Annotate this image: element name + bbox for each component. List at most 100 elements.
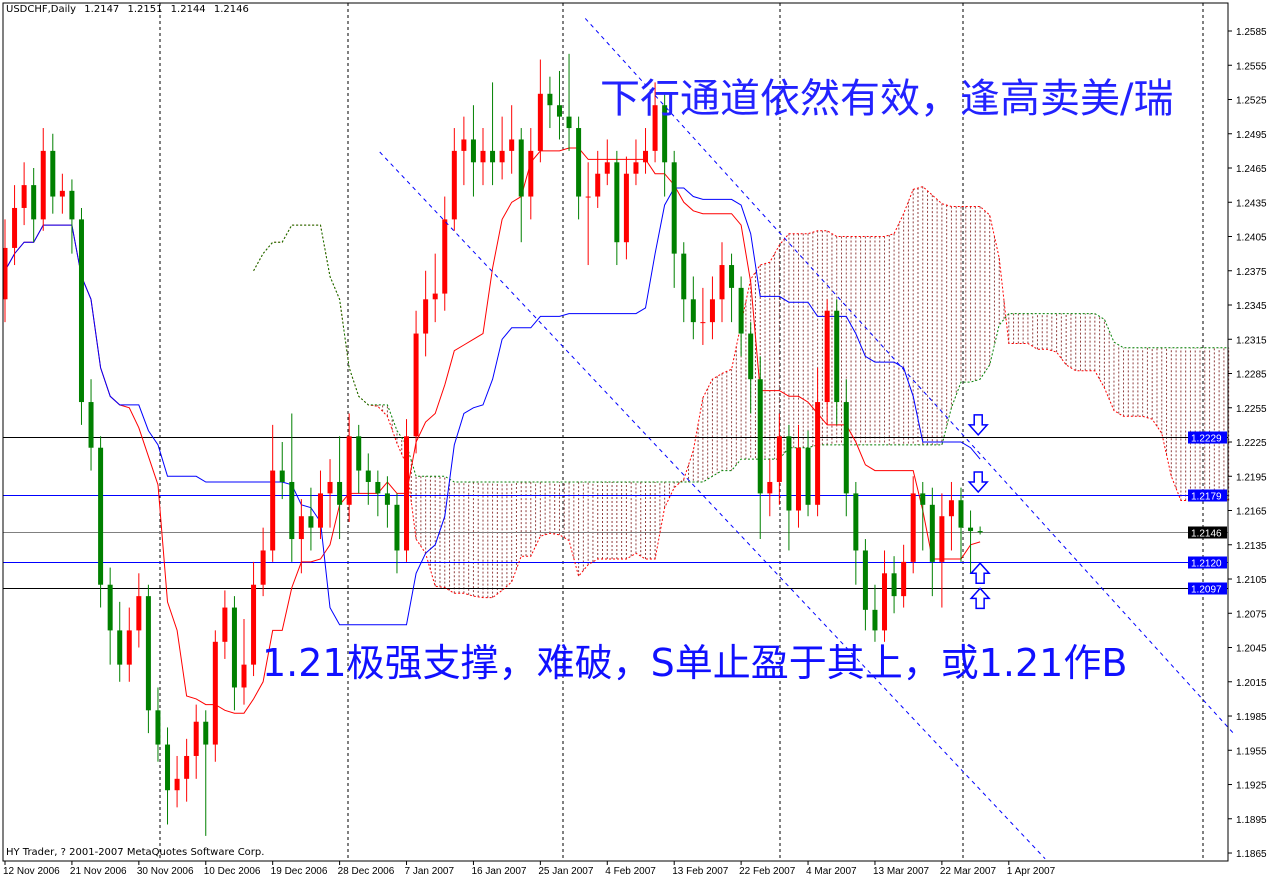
horizontal-levels xyxy=(3,437,1228,589)
candle-body xyxy=(805,447,811,505)
candle-body xyxy=(241,664,247,688)
candle-body xyxy=(317,493,323,528)
candle-body xyxy=(451,150,457,220)
candle-body xyxy=(948,500,954,517)
candle-body xyxy=(384,493,390,505)
arrow-down-icon xyxy=(967,414,989,437)
candle-body xyxy=(738,287,744,334)
candle-body xyxy=(126,630,132,665)
x-tick-label: 19 Dec 2006 xyxy=(271,866,328,877)
copyright-text: HY Trader, ? 2001-2007 MetaQuotes Softwa… xyxy=(6,847,265,858)
candle-body xyxy=(920,493,926,505)
y-tick-label: 1.2255 xyxy=(1236,404,1267,415)
ohlc-low: 1.2144 xyxy=(170,4,206,15)
price-level-label: 1.2179 xyxy=(1191,492,1222,503)
candle-body xyxy=(700,322,706,324)
arrows xyxy=(967,414,991,610)
candle-body xyxy=(576,128,582,197)
candle-body xyxy=(31,185,37,220)
candle-body xyxy=(404,436,410,551)
candle-body xyxy=(490,150,496,163)
x-tick-label: 22 Mar 2007 xyxy=(940,866,997,877)
y-tick-label: 1.2525 xyxy=(1236,96,1267,107)
candle-body xyxy=(537,93,543,151)
y-tick-label: 1.2045 xyxy=(1236,644,1267,655)
candle-body xyxy=(21,185,27,208)
candle-body xyxy=(40,150,46,220)
x-tick-label: 7 Jan 2007 xyxy=(405,866,455,877)
candle-body xyxy=(547,93,553,106)
candle-body xyxy=(432,293,438,300)
candle-body xyxy=(518,139,524,197)
channel-trendline xyxy=(584,18,1236,736)
x-tick-label: 21 Nov 2006 xyxy=(70,866,127,877)
candles xyxy=(2,53,983,836)
candle-body xyxy=(623,173,629,243)
y-tick-label: 1.2555 xyxy=(1236,61,1267,72)
candle-body xyxy=(346,436,352,505)
candle-body xyxy=(595,173,601,197)
candle-body xyxy=(776,436,782,482)
y-tick-label: 1.1925 xyxy=(1236,781,1267,792)
candle-body xyxy=(117,630,123,665)
period-separators xyxy=(159,3,1204,861)
y-tick-label: 1.2015 xyxy=(1236,678,1267,689)
candle-body xyxy=(279,470,285,482)
plot-border xyxy=(2,2,1229,862)
candle-body xyxy=(681,253,687,300)
y-tick-label: 1.2315 xyxy=(1236,335,1267,346)
candle-body xyxy=(614,162,620,243)
candle-body xyxy=(365,470,371,482)
x-tick-label: 28 Dec 2006 xyxy=(338,866,395,877)
arrow-up-icon xyxy=(969,562,991,585)
price-level-label: 1.2146 xyxy=(1191,529,1222,540)
candle-body xyxy=(470,139,476,163)
price-level-label: 1.2229 xyxy=(1191,434,1222,445)
annotation-bottom: 1.21极强支撑，难破，S单止盈于其上，或1.21作B xyxy=(262,641,1128,685)
y-tick-label: 1.2285 xyxy=(1236,370,1267,381)
candle-body xyxy=(843,402,849,494)
candle-body xyxy=(203,721,209,745)
candle-body xyxy=(88,402,94,448)
candle-body xyxy=(834,310,840,403)
candle-body xyxy=(853,493,859,551)
trendlines[interactable] xyxy=(379,18,1236,860)
chart-header: USDCHF,Daily 1.2147 1.2151 1.2144 1.2146 xyxy=(6,4,254,15)
candle-body xyxy=(212,641,218,745)
candle-body xyxy=(165,744,171,791)
x-tick-label: 12 Nov 2006 xyxy=(3,866,60,877)
candle-body xyxy=(652,105,658,151)
level-labels: 1.2229 1.2179 1.2146 1.2120 1.2097 xyxy=(1188,431,1227,596)
x-tick-label: 13 Feb 2007 xyxy=(672,866,729,877)
price-level-label-bg xyxy=(1188,489,1227,502)
kijun-sen-line xyxy=(4,187,981,626)
candle-body xyxy=(136,596,142,631)
y-tick-label: 1.2375 xyxy=(1236,267,1267,278)
candle-body xyxy=(566,116,572,129)
candle-body xyxy=(59,190,65,197)
candle-body xyxy=(662,105,668,163)
candle-body xyxy=(184,755,190,779)
candle-body xyxy=(719,265,725,300)
tenkan-sen-line xyxy=(4,147,981,714)
y-tick-label: 1.1895 xyxy=(1236,815,1267,826)
candle-body xyxy=(480,150,486,163)
x-tick-label: 16 Jan 2007 xyxy=(471,866,526,877)
candle-body xyxy=(767,481,773,494)
candle-body xyxy=(709,299,715,323)
y-tick-label: 1.2405 xyxy=(1236,233,1267,244)
candle-body xyxy=(78,219,84,403)
x-tick-label: 4 Mar 2007 xyxy=(806,866,857,877)
price-level-label-bg xyxy=(1188,526,1227,539)
candle-body xyxy=(815,402,821,505)
candle-body xyxy=(757,379,763,494)
candle-body xyxy=(499,150,505,163)
candle-body xyxy=(222,607,228,642)
y-tick-label: 1.2345 xyxy=(1236,301,1267,312)
x-tick-label: 10 Dec 2006 xyxy=(204,866,261,877)
x-tick-label: 1 Apr 2007 xyxy=(1007,866,1056,877)
candle-body xyxy=(461,139,467,151)
candle-body xyxy=(958,500,964,528)
y-tick-label: 1.2465 xyxy=(1236,164,1267,175)
